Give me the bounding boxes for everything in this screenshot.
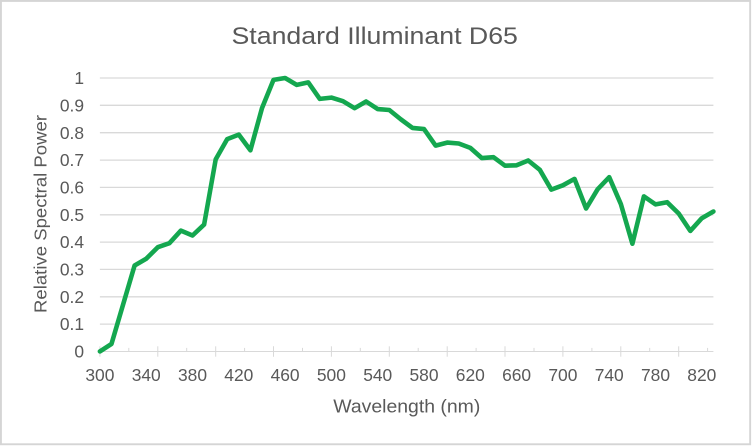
- svg-text:0.1: 0.1: [60, 314, 84, 334]
- svg-text:380: 380: [178, 365, 207, 385]
- svg-text:0.3: 0.3: [60, 260, 84, 280]
- svg-text:660: 660: [502, 365, 531, 385]
- svg-text:580: 580: [409, 365, 438, 385]
- svg-text:0.5: 0.5: [60, 205, 84, 225]
- svg-text:0.4: 0.4: [60, 232, 85, 252]
- svg-text:700: 700: [548, 365, 577, 385]
- svg-text:540: 540: [363, 365, 392, 385]
- svg-text:460: 460: [271, 365, 300, 385]
- svg-text:Standard Illuminant D65: Standard Illuminant D65: [232, 23, 518, 50]
- svg-text:0.7: 0.7: [60, 150, 84, 170]
- svg-text:Wavelength (nm): Wavelength (nm): [333, 396, 480, 417]
- svg-text:0.8: 0.8: [60, 123, 84, 143]
- svg-text:300: 300: [85, 365, 114, 385]
- svg-text:Relative Spectral Power: Relative Spectral Power: [30, 115, 50, 313]
- svg-text:0: 0: [74, 342, 84, 362]
- svg-text:780: 780: [641, 365, 670, 385]
- svg-text:0.9: 0.9: [60, 95, 84, 115]
- svg-text:0.2: 0.2: [60, 287, 84, 307]
- svg-text:740: 740: [595, 365, 624, 385]
- svg-text:420: 420: [224, 365, 253, 385]
- svg-text:620: 620: [456, 365, 485, 385]
- svg-text:0.6: 0.6: [60, 178, 84, 198]
- svg-text:340: 340: [132, 365, 161, 385]
- svg-text:500: 500: [317, 365, 346, 385]
- svg-text:1: 1: [74, 68, 84, 88]
- svg-text:820: 820: [687, 365, 716, 385]
